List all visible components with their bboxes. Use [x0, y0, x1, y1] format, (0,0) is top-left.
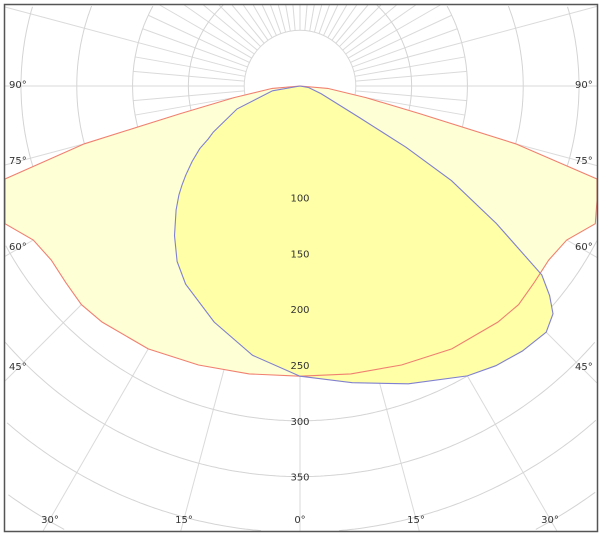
radial-line	[231, 4, 265, 44]
angle-label-bottom: 15°	[175, 515, 193, 526]
radial-line	[318, 4, 330, 34]
radial-tick-label: 350	[290, 473, 309, 484]
radial-line	[159, 4, 252, 59]
labels: 100 150 200 250 300 350 90° 90° 75° 75° 60° 60° 45° 4…	[9, 80, 593, 526]
angle-label-right: 75°	[575, 156, 593, 167]
radial-tick-label: 200	[290, 305, 309, 316]
angle-label-left: 90°	[9, 80, 27, 91]
angle-label-bottom: 30°	[41, 515, 59, 526]
angle-label-right: 60°	[575, 242, 593, 253]
radial-line	[292, 4, 296, 31]
angle-label-bottom: 0°	[294, 515, 305, 526]
frame	[3, 3, 599, 533]
ring-400	[6, 419, 597, 532]
radial-line	[345, 4, 416, 55]
radial-line	[4, 6, 247, 73]
curve-fill-1	[174, 86, 553, 384]
radial-tick-label: 150	[290, 249, 309, 260]
angle-label-bottom: 30°	[541, 515, 559, 526]
curves	[4, 85, 598, 385]
radial-line	[353, 5, 598, 73]
radial-line	[348, 4, 441, 59]
ring-350	[4, 341, 596, 478]
radial-line	[342, 4, 397, 51]
radial-line	[261, 4, 277, 36]
radial-line	[331, 4, 358, 41]
radial-line	[313, 4, 323, 33]
angle-label-bottom: 15°	[407, 515, 425, 526]
radial-line	[203, 4, 258, 51]
angle-label-right: 45°	[575, 362, 593, 373]
angle-label-left: 75°	[9, 156, 27, 167]
radial-tick-label: 250	[290, 361, 309, 372]
radial-line	[277, 4, 287, 33]
radial-line	[323, 4, 339, 36]
radial-line	[309, 4, 315, 32]
radial-line	[270, 4, 282, 34]
radial-line	[242, 4, 269, 41]
radial-line	[339, 4, 382, 47]
radial-tick-label: 100	[290, 194, 309, 205]
angle-label-left: 45°	[9, 362, 27, 373]
radial-tick-label: 300	[290, 417, 309, 428]
radial-line	[304, 4, 308, 31]
radial-line	[184, 4, 255, 55]
radial-line	[327, 4, 348, 38]
ring-450	[8, 491, 596, 530]
radial-line	[218, 4, 261, 47]
radial-line	[285, 4, 291, 32]
angle-label-left: 60°	[9, 242, 27, 253]
curve-line-1	[173, 85, 554, 385]
radial-line	[252, 4, 273, 38]
radial-line	[335, 4, 369, 44]
angle-label-right: 90°	[575, 80, 593, 91]
